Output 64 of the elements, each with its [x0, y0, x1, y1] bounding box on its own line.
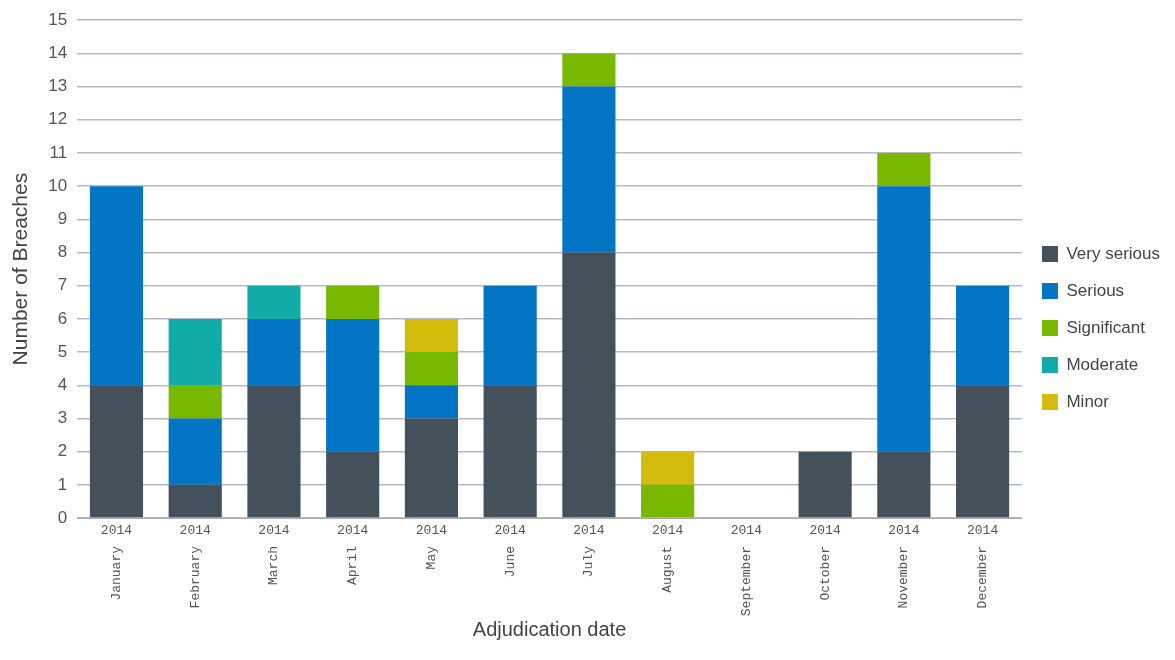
y-tick-label: 1 — [57, 474, 68, 494]
bar — [877, 152, 931, 187]
bar — [956, 285, 1010, 386]
bar — [404, 352, 458, 386]
x-tick-label: 2014 December — [966, 522, 999, 609]
y-tick-label: 10 — [48, 175, 68, 195]
bar — [798, 451, 852, 518]
y-tick-label: 13 — [48, 76, 68, 96]
bar — [562, 86, 616, 253]
bar — [404, 418, 458, 518]
x-tick-label: 2014 January — [100, 522, 133, 601]
bar — [562, 53, 616, 87]
x-tick-label: 2014 March — [258, 522, 290, 586]
y-tick-label: 6 — [57, 308, 68, 328]
y-tick-label: 4 — [57, 374, 68, 394]
bar — [326, 285, 380, 319]
legend-label: Serious — [1066, 280, 1125, 300]
x-tick-label: 2014 October — [809, 522, 841, 601]
bar — [168, 318, 222, 386]
y-tick-label: 2 — [57, 441, 68, 461]
x-tick-label: 2014 February — [179, 522, 212, 609]
bar — [483, 285, 537, 386]
legend-label: Minor — [1066, 391, 1110, 411]
x-tick-label: 2014 September — [730, 522, 763, 617]
x-tick-label: 2014 July — [573, 522, 605, 578]
bar — [247, 318, 301, 386]
x-axis-title: Adjudication date — [472, 617, 627, 640]
bar — [877, 451, 931, 518]
bar — [956, 385, 1010, 518]
legend-label: Very serious — [1066, 243, 1161, 263]
y-tick-label: 7 — [57, 275, 68, 295]
x-tick-label: 2014 June — [494, 522, 526, 578]
bar — [168, 385, 222, 419]
x-tick-label: 2014 May — [415, 522, 448, 570]
bar — [641, 451, 695, 485]
y-tick-label: 11 — [49, 142, 68, 162]
y-tick-label: 8 — [57, 242, 68, 262]
bar — [404, 318, 458, 353]
legend-label: Moderate — [1066, 354, 1139, 374]
y-tick-label: 14 — [48, 43, 68, 63]
bar — [89, 385, 144, 518]
bar — [168, 418, 222, 485]
bar — [247, 285, 301, 319]
y-tick-label: 9 — [57, 209, 68, 229]
y-tick-label: 3 — [57, 408, 68, 428]
bar — [877, 186, 931, 452]
y-tick-label: 12 — [48, 109, 68, 129]
y-tick-label: 5 — [57, 341, 68, 361]
bar — [404, 385, 458, 419]
bar — [168, 484, 222, 518]
bar — [247, 385, 301, 518]
bar — [641, 484, 695, 518]
bar — [326, 318, 380, 452]
bar — [326, 451, 380, 518]
y-axis-title: Number of Breaches — [8, 172, 32, 366]
x-tick-label: 2014 November — [888, 522, 920, 609]
x-tick-label: 2014 April — [337, 522, 369, 586]
y-tick-label: 15 — [48, 9, 68, 29]
x-tick-label: 2014 August — [652, 522, 684, 593]
bar — [562, 252, 616, 518]
y-tick-label: 0 — [57, 507, 68, 527]
bar — [483, 385, 537, 518]
legend-label: Significant — [1066, 317, 1146, 337]
bar — [89, 186, 144, 386]
